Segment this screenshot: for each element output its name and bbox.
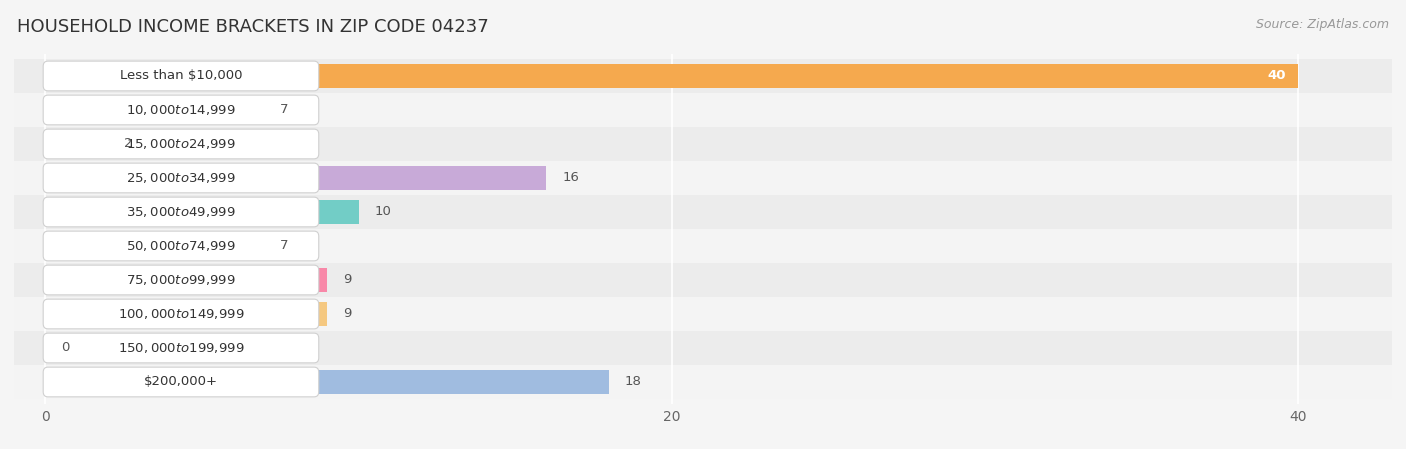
- Text: 2: 2: [124, 137, 132, 150]
- Bar: [45, 302, 328, 326]
- Bar: [14, 229, 1392, 263]
- Text: $200,000+: $200,000+: [143, 375, 218, 388]
- Bar: [14, 297, 1392, 331]
- Text: Less than $10,000: Less than $10,000: [120, 70, 242, 83]
- Bar: [14, 331, 1392, 365]
- FancyBboxPatch shape: [44, 61, 319, 91]
- Text: 7: 7: [280, 239, 288, 252]
- Text: 18: 18: [624, 375, 641, 388]
- Bar: [14, 59, 1392, 93]
- Text: $25,000 to $34,999: $25,000 to $34,999: [127, 171, 236, 185]
- Bar: [45, 370, 609, 394]
- Text: 7: 7: [280, 103, 288, 116]
- Bar: [45, 98, 264, 122]
- FancyBboxPatch shape: [44, 231, 319, 261]
- Bar: [45, 200, 359, 224]
- Text: 9: 9: [343, 273, 352, 286]
- Text: HOUSEHOLD INCOME BRACKETS IN ZIP CODE 04237: HOUSEHOLD INCOME BRACKETS IN ZIP CODE 04…: [17, 18, 489, 36]
- Bar: [45, 336, 65, 360]
- FancyBboxPatch shape: [44, 197, 319, 227]
- Bar: [14, 127, 1392, 161]
- Text: $35,000 to $49,999: $35,000 to $49,999: [127, 205, 236, 219]
- FancyBboxPatch shape: [44, 367, 319, 397]
- Bar: [14, 263, 1392, 297]
- Text: 10: 10: [374, 206, 391, 219]
- Bar: [14, 93, 1392, 127]
- Bar: [14, 365, 1392, 399]
- Bar: [45, 268, 328, 292]
- Text: $50,000 to $74,999: $50,000 to $74,999: [127, 239, 236, 253]
- FancyBboxPatch shape: [44, 265, 319, 295]
- Text: $15,000 to $24,999: $15,000 to $24,999: [127, 137, 236, 151]
- Bar: [45, 166, 547, 190]
- FancyBboxPatch shape: [44, 129, 319, 159]
- Bar: [14, 195, 1392, 229]
- Text: $150,000 to $199,999: $150,000 to $199,999: [118, 341, 245, 355]
- FancyBboxPatch shape: [44, 299, 319, 329]
- FancyBboxPatch shape: [44, 163, 319, 193]
- Text: $75,000 to $99,999: $75,000 to $99,999: [127, 273, 236, 287]
- Bar: [45, 234, 264, 258]
- FancyBboxPatch shape: [44, 95, 319, 125]
- Text: $100,000 to $149,999: $100,000 to $149,999: [118, 307, 245, 321]
- Bar: [45, 132, 108, 156]
- Text: 0: 0: [60, 342, 69, 355]
- Text: 40: 40: [1267, 70, 1285, 83]
- Bar: [45, 64, 1298, 88]
- FancyBboxPatch shape: [44, 333, 319, 363]
- Bar: [14, 161, 1392, 195]
- Text: 9: 9: [343, 308, 352, 321]
- Text: $10,000 to $14,999: $10,000 to $14,999: [127, 103, 236, 117]
- Text: Source: ZipAtlas.com: Source: ZipAtlas.com: [1256, 18, 1389, 31]
- Text: 16: 16: [562, 172, 579, 185]
